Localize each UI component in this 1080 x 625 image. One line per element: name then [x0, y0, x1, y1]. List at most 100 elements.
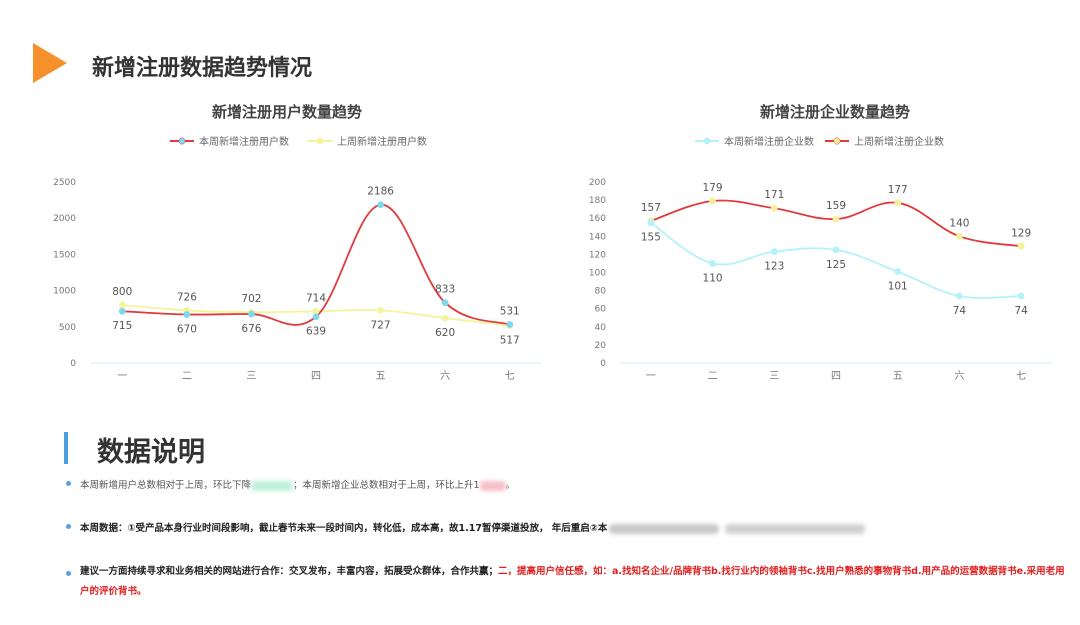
x-tick-label: 四	[831, 371, 841, 382]
chart-title: 新增注册用户数量趋势	[212, 103, 362, 121]
note-line-1: 本周新增用户总数相对于上周，环比下降 ；本周新增企业总数相对于上周，环比上升1 。	[80, 477, 515, 491]
data-point	[770, 248, 778, 256]
data-label: 727	[371, 319, 391, 331]
note-line-3-text: 建议一方面持续寻求和业务相关的网站进行合作：交叉发布，丰富内容，拓展受众群体，合…	[80, 566, 499, 577]
section-bar-icon	[64, 432, 68, 464]
y-tick-label: 80	[595, 287, 607, 297]
section-arrow-icon	[33, 43, 67, 83]
data-point	[956, 232, 963, 240]
y-tick-label: 120	[589, 250, 606, 260]
y-tick-label: 1500	[53, 250, 76, 260]
notes-title: 数据说明	[97, 437, 205, 468]
data-point	[894, 199, 902, 207]
data-label: 715	[112, 320, 132, 332]
x-tick-label: 三	[769, 371, 779, 382]
data-label: 676	[241, 323, 261, 335]
y-tick-label: 0	[600, 359, 606, 369]
data-point	[377, 306, 384, 314]
note-line-2: 本周数据：①受产品本身行业时间段影响，截止春节未来一段时间内，转化低，成本高，故…	[80, 520, 866, 534]
redacted-value	[609, 523, 720, 534]
data-label: 74	[1014, 305, 1028, 317]
y-tick-label: 180	[589, 196, 606, 206]
data-label: 101	[888, 281, 908, 293]
x-tick-label: 六	[954, 370, 964, 382]
data-label: 171	[764, 189, 784, 201]
data-label: 531	[500, 306, 520, 318]
data-label: 726	[177, 291, 197, 303]
data-label: 714	[306, 292, 326, 304]
data-label: 129	[1011, 227, 1031, 239]
redacted-value	[251, 480, 294, 491]
x-tick-label: 四	[311, 371, 321, 382]
x-tick-label: 六	[440, 370, 450, 382]
data-label: 177	[888, 184, 908, 196]
data-point	[894, 268, 902, 275]
data-point	[647, 219, 655, 227]
data-point	[118, 301, 126, 309]
legend-label: 本周新增注册用户数	[199, 135, 289, 148]
data-point	[1017, 292, 1025, 300]
x-tick-label: 一	[646, 371, 656, 382]
data-point	[312, 307, 320, 315]
y-tick-label: 2500	[53, 178, 76, 188]
x-tick-label: 一	[117, 371, 127, 382]
data-point	[770, 204, 778, 212]
chart-title: 新增注册企业数量趋势	[760, 103, 910, 121]
data-label: 110	[703, 272, 723, 284]
note-line-3: 建议一方面持续寻求和业务相关的网站进行合作：交叉发布，丰富内容，拓展受众群体，合…	[80, 562, 1065, 602]
legend-marker	[316, 137, 324, 145]
data-label: 140	[949, 217, 969, 229]
data-point	[832, 246, 840, 254]
data-label: 157	[641, 202, 661, 214]
data-point	[832, 215, 840, 223]
y-tick-label: 20	[595, 341, 607, 351]
x-tick-label: 五	[376, 371, 386, 382]
data-point	[118, 307, 126, 315]
data-point	[709, 260, 716, 267]
data-point	[441, 299, 449, 307]
y-tick-label: 200	[589, 178, 606, 188]
data-point	[312, 313, 320, 321]
data-label: 74	[953, 305, 967, 317]
data-label: 800	[112, 286, 132, 298]
y-tick-label: 500	[59, 323, 76, 333]
data-label: 702	[241, 293, 261, 305]
data-point	[956, 292, 963, 300]
x-tick-label: 二	[182, 371, 192, 382]
legend-label: 本周新增注册企业数	[724, 135, 814, 148]
data-point	[183, 311, 191, 318]
page-title: 新增注册数据趋势情况	[92, 56, 313, 81]
data-label: 833	[435, 284, 455, 296]
legend-marker	[703, 137, 711, 145]
x-tick-label: 七	[505, 370, 515, 382]
data-point	[441, 314, 449, 322]
note-line-3-highlight: 二，提高用户信任感，如：a.找知名企业/品牌背书b.找行业内的领袖背书c.找用户…	[80, 566, 1065, 597]
legend-marker	[178, 137, 186, 145]
x-tick-label: 七	[1016, 370, 1026, 382]
data-label: 155	[641, 232, 661, 244]
y-tick-label: 1000	[53, 287, 76, 297]
legend-label: 上周新增注册企业数	[854, 135, 944, 148]
x-tick-label: 三	[246, 371, 256, 382]
data-point	[1017, 242, 1025, 250]
note-line-1-text-c: 。	[505, 480, 516, 491]
legend-marker	[833, 137, 841, 145]
series-line	[122, 203, 511, 326]
data-label: 2186	[367, 186, 394, 198]
y-tick-label: 40	[595, 323, 607, 333]
data-label: 517	[500, 335, 520, 347]
redacted-value	[479, 480, 506, 491]
data-point	[377, 201, 384, 209]
data-label: 123	[764, 261, 784, 273]
y-tick-label: 100	[589, 269, 606, 279]
y-tick-label: 0	[70, 359, 76, 369]
y-tick-label: 2000	[53, 214, 76, 224]
data-label: 670	[177, 323, 197, 335]
note-line-1-text-b: ；本周新增企业总数相对于上周，环比上升1	[293, 480, 480, 491]
data-label: 159	[826, 200, 846, 212]
note-line-2-label: 本周数据：	[80, 523, 128, 534]
data-point	[709, 197, 716, 205]
note-line-1-text-a: 本周新增用户总数相对于上周，环比下降	[80, 480, 252, 491]
